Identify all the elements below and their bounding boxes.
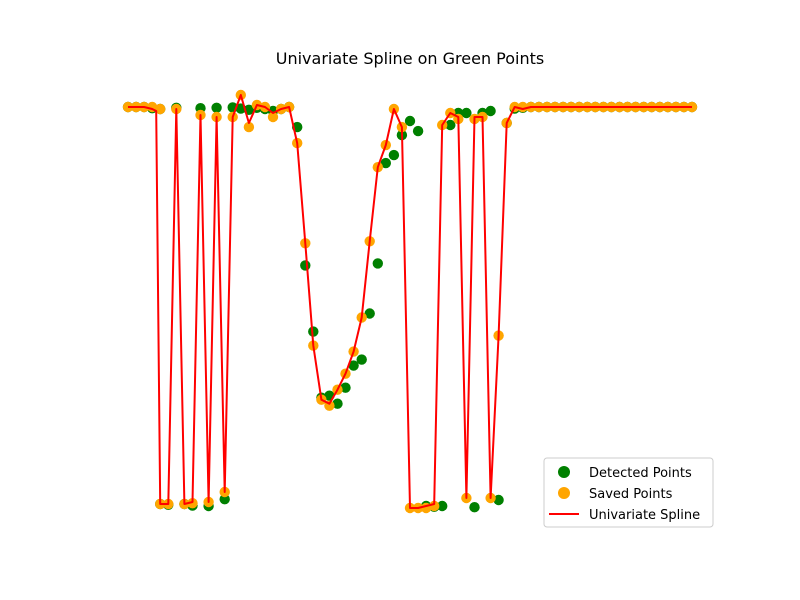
detected-point-36 [404,115,416,127]
detected-point-33 [380,157,391,169]
detected-point-30 [356,354,367,365]
legend-frame [543,457,714,528]
saved-point-19 [267,111,279,123]
detected-point-29 [348,360,359,371]
saved-point-50 [517,101,528,113]
legend-label-detected: Detected Points [589,466,692,481]
detected-point-47 [493,494,504,506]
detected-point-23 [300,260,311,271]
detected-point-41 [445,119,456,131]
detected-point-13 [219,494,230,505]
detected-point-31 [364,308,375,319]
legend-label-spline: Univariate Spline [589,508,700,523]
detected-point-43 [461,107,472,119]
detected-point-40 [437,500,448,512]
plot-area [122,89,698,514]
legend-label-saved: Saved Points [589,487,673,502]
saved-point-39 [429,500,440,512]
detected-point-12 [211,102,222,114]
spline-line [128,94,692,509]
detected-point-44 [469,502,480,513]
detected-point-34 [388,149,400,161]
legend-marker-detected [558,466,570,478]
saved-point-4 [155,103,166,115]
detected-point-28 [340,382,351,393]
saved-point-9 [187,498,198,509]
detected-point-27 [332,398,343,409]
legend-marker-saved [558,487,570,499]
legend: Detected Points Saved Points Univariate … [543,457,714,528]
detected-point-24 [308,326,319,337]
chart-title: Univariate Spline on Green Points [276,49,545,68]
saved-point-16 [243,121,255,133]
detected-point-46 [485,105,496,117]
detected-point-32 [372,258,383,269]
detected-point-37 [412,125,424,137]
